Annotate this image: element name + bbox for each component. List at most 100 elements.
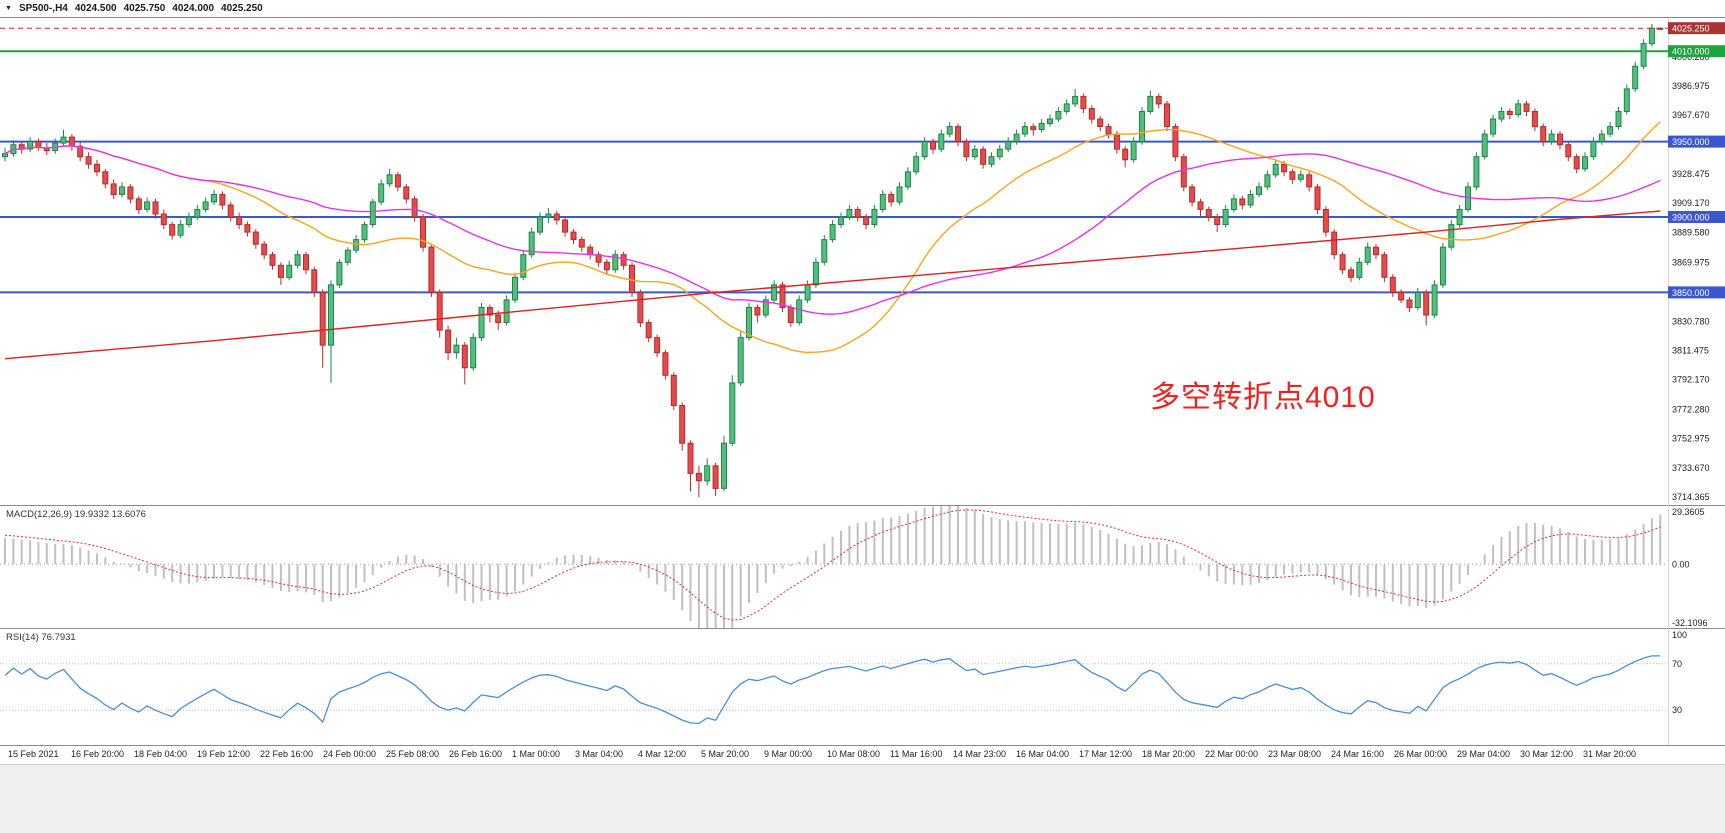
price-tick-label: 3986.975 xyxy=(1672,81,1710,91)
candle-body xyxy=(1105,126,1112,135)
candle-body xyxy=(185,216,192,225)
candle-body xyxy=(461,344,468,369)
candle-body xyxy=(1331,231,1338,256)
price-tick-label: 3909.170 xyxy=(1672,198,1710,208)
candle-body xyxy=(528,231,535,256)
candle-body xyxy=(938,133,945,150)
candle-body xyxy=(286,264,293,278)
candle-body xyxy=(219,193,226,206)
candle-body xyxy=(1414,291,1421,308)
candle-body xyxy=(1356,261,1363,278)
candle-body xyxy=(562,219,569,233)
candle-body xyxy=(1289,171,1296,180)
price-tick-label: 3889.580 xyxy=(1672,228,1710,238)
candle-body xyxy=(737,337,744,384)
rsi-line xyxy=(4,655,1661,725)
candle-body xyxy=(1306,174,1313,188)
time-axis-label: 22 Feb 16:00 xyxy=(260,749,313,759)
price-level-badge-label: 3950.000 xyxy=(1672,137,1710,147)
candle-body xyxy=(771,284,778,301)
candle-body xyxy=(177,224,184,236)
candle-body xyxy=(277,264,284,278)
candle-body xyxy=(1013,133,1020,143)
ma-mid-magenta-line xyxy=(4,145,1661,315)
candle-body xyxy=(888,193,895,203)
candle-body xyxy=(846,209,853,218)
candle-body xyxy=(1339,254,1346,271)
candle-body xyxy=(1473,156,1480,188)
candle-body xyxy=(85,156,92,165)
candle-body xyxy=(1431,284,1438,316)
candle-body xyxy=(1523,103,1530,112)
candle-body xyxy=(670,374,677,406)
quote-high: 4025.750 xyxy=(123,3,166,14)
macd-signal-line xyxy=(4,509,1661,621)
candle-body xyxy=(704,465,711,482)
candle-body xyxy=(645,322,652,339)
candle-body xyxy=(754,307,761,316)
candle-body xyxy=(1164,103,1170,128)
candle-body xyxy=(1230,198,1237,210)
candle-body xyxy=(578,239,585,248)
candle-body xyxy=(1423,291,1430,316)
time-axis-label: 29 Mar 04:00 xyxy=(1457,749,1510,759)
candle-body xyxy=(1481,133,1488,158)
candle-body xyxy=(695,472,702,482)
candle-body xyxy=(587,246,594,256)
macd-scale-label: 29.3605 xyxy=(1672,507,1705,517)
candle-body xyxy=(1256,186,1262,195)
candle-body xyxy=(1506,111,1513,115)
candle-body xyxy=(102,171,109,185)
price-level-badge xyxy=(1668,286,1725,299)
candle-body xyxy=(553,213,560,221)
macd-indicator-label: MACD(12,26,9) 19.9332 13.6076 xyxy=(6,509,146,520)
candle-body xyxy=(1439,246,1446,286)
price-tick-label: 3869.975 xyxy=(1672,257,1710,267)
price-level-badge xyxy=(1668,45,1725,58)
price-tick-label: 3811.475 xyxy=(1672,346,1709,356)
candle-body xyxy=(1214,216,1221,225)
candle-body xyxy=(1147,95,1154,113)
time-axis-label: 16 Feb 20:00 xyxy=(71,749,124,759)
candle-body xyxy=(428,246,435,293)
candle-body xyxy=(77,145,84,158)
candle-body xyxy=(904,171,911,188)
candle-body xyxy=(311,269,318,293)
candle-body xyxy=(1139,111,1145,143)
ma-slow-red-line xyxy=(4,210,1661,360)
time-axis-label: 23 Mar 08:00 xyxy=(1268,749,1321,759)
candle-body xyxy=(319,291,326,346)
candle-body xyxy=(545,213,552,218)
candle-body xyxy=(1205,209,1212,218)
time-axis-label: 18 Mar 20:00 xyxy=(1142,749,1195,759)
time-axis-label: 14 Mar 23:00 xyxy=(953,749,1006,759)
candle-body xyxy=(921,141,928,158)
candle-body xyxy=(1281,163,1288,173)
candle-body xyxy=(503,299,510,323)
time-axis-label: 3 Mar 04:00 xyxy=(575,749,623,759)
candle-body xyxy=(946,126,953,135)
price-level-badge xyxy=(1668,135,1725,148)
candle-body xyxy=(679,405,686,444)
candle-body xyxy=(1264,174,1271,188)
price-tick-label: 3928.475 xyxy=(1672,169,1710,179)
chart-annotation-text[interactable]: 多空转折点4010 xyxy=(1150,381,1376,414)
candle-body xyxy=(971,148,978,158)
price-tick-label: 3772.280 xyxy=(1672,405,1710,415)
price-level-badge-label: 3900.000 xyxy=(1672,213,1710,223)
candle-body xyxy=(403,186,410,200)
candle-body xyxy=(1322,209,1329,233)
candle-body xyxy=(269,254,276,266)
candle-body xyxy=(603,261,610,271)
candle-body xyxy=(1297,174,1304,180)
candle-body xyxy=(863,216,870,225)
rsi-scale-label: 70 xyxy=(1672,659,1682,669)
candle-body xyxy=(294,254,301,266)
candle-body xyxy=(194,209,201,218)
price-tick-label: 3792.170 xyxy=(1672,375,1710,385)
candle-body xyxy=(654,337,661,354)
candle-body xyxy=(1648,27,1655,45)
symbol-marker-icon[interactable]: ▼ xyxy=(5,5,12,12)
time-axis-label: 26 Mar 00:00 xyxy=(1394,749,1447,759)
